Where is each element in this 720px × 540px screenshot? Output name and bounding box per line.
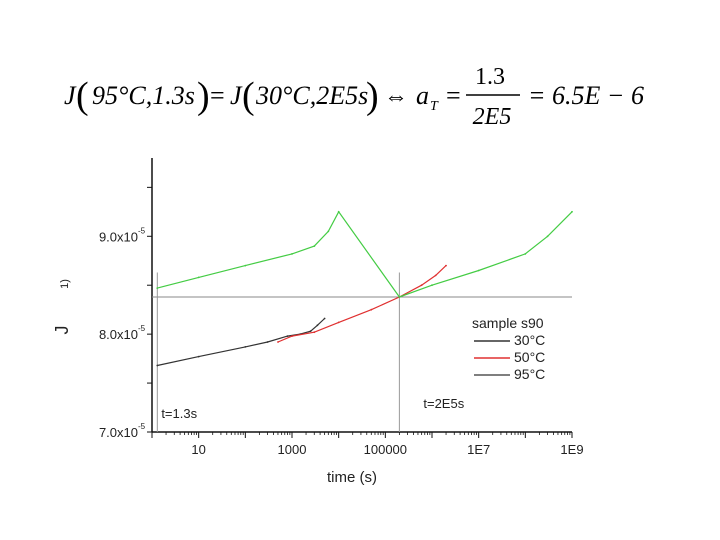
data-point [197, 355, 200, 358]
legend-title: sample s90 [472, 315, 544, 331]
data-point [197, 276, 200, 279]
chart-axes [147, 158, 573, 438]
y-tick-exponent: -5 [138, 422, 146, 431]
data-point [156, 287, 159, 289]
data-point [445, 264, 447, 267]
data-point [244, 346, 247, 348]
x-tick-label: 1E9 [560, 442, 583, 457]
equation-lhs-open-paren: ( [76, 75, 89, 117]
series-line-2 [277, 265, 447, 343]
data-point [291, 335, 293, 337]
annotations: t=1.3s t=2E5s [161, 396, 464, 421]
data-point [420, 284, 423, 287]
annotation-t-1-3s: t=1.3s [161, 406, 197, 421]
equation-rhs-open-paren: ( [242, 75, 255, 117]
data-point [266, 341, 269, 343]
equation-lhs-func: J [64, 81, 77, 110]
data-point [337, 321, 340, 324]
x-tick-label: 100000 [364, 442, 407, 457]
equation-iff-symbol: ⇔ [384, 84, 408, 110]
data-point [291, 253, 293, 255]
data-point [546, 235, 549, 238]
y-tick-label: 9.0x10 [99, 229, 138, 244]
series-line-3 [157, 210, 573, 298]
data-point [434, 274, 437, 277]
data-point [571, 210, 573, 213]
y-axis-label-fragment-1: J [52, 326, 72, 335]
equation-fraction-denominator: 2E5 [473, 104, 512, 130]
equation-equals: = [210, 81, 225, 110]
reference-lines [152, 272, 572, 432]
y-tick-exponent: -5 [138, 226, 146, 235]
data-point [431, 284, 433, 287]
data-point [286, 335, 289, 337]
equation-result: = 6.5E − 6 [528, 81, 644, 110]
equation-at-subscript: T [430, 99, 439, 114]
x-tick-label: 10 [191, 442, 205, 457]
equation-rhs-close-paren: ) [366, 75, 379, 117]
data-point [156, 364, 159, 367]
y-tick-exponent: -5 [138, 324, 146, 333]
y-axis-label-fragment-2: 1) [59, 279, 71, 289]
y-tick-label: 7.0x10 [99, 425, 138, 440]
data-point [313, 245, 316, 247]
data-point [337, 210, 340, 213]
y-tick-label: 8.0x10 [99, 327, 138, 342]
data-point [323, 317, 326, 320]
data-point [327, 230, 330, 233]
data-point [524, 253, 527, 255]
data-point [309, 330, 312, 333]
annotation-t-2e5s: t=2E5s [423, 396, 464, 411]
shift-factor-equation: J ( 95°C,1.3s ) = J ( 30°C,2E5s ) ⇔ a T … [64, 64, 644, 130]
x-axis-label: time (s) [327, 469, 377, 486]
equation-rhs-args: 30°C,2E5s [255, 81, 368, 110]
equation-fraction-numerator: 1.3 [475, 64, 505, 90]
x-tick-label: 1000 [278, 442, 307, 457]
data-point [398, 296, 401, 298]
axis-labels: time (s) J 1) [52, 279, 377, 486]
data-point [244, 264, 247, 267]
series-group [156, 210, 573, 367]
equation-lhs-close-paren: ) [197, 75, 210, 117]
equation-at-symbol: a [416, 81, 429, 110]
data-point [370, 308, 373, 311]
data-point [477, 269, 480, 272]
legend-entry-label: 50°C [514, 349, 545, 365]
legend-entry-label: 30°C [514, 332, 545, 348]
equation-lhs-args: 95°C,1.3s [92, 81, 195, 110]
equation-equals-2: = [446, 81, 461, 110]
legend-entry-label: 95°C [514, 366, 545, 382]
data-point [313, 331, 316, 334]
series-line-1 [157, 318, 326, 367]
x-tick-label: 1E7 [467, 442, 490, 457]
data-point [277, 341, 279, 343]
equation-rhs-func: J [230, 81, 243, 110]
data-point [316, 324, 319, 327]
